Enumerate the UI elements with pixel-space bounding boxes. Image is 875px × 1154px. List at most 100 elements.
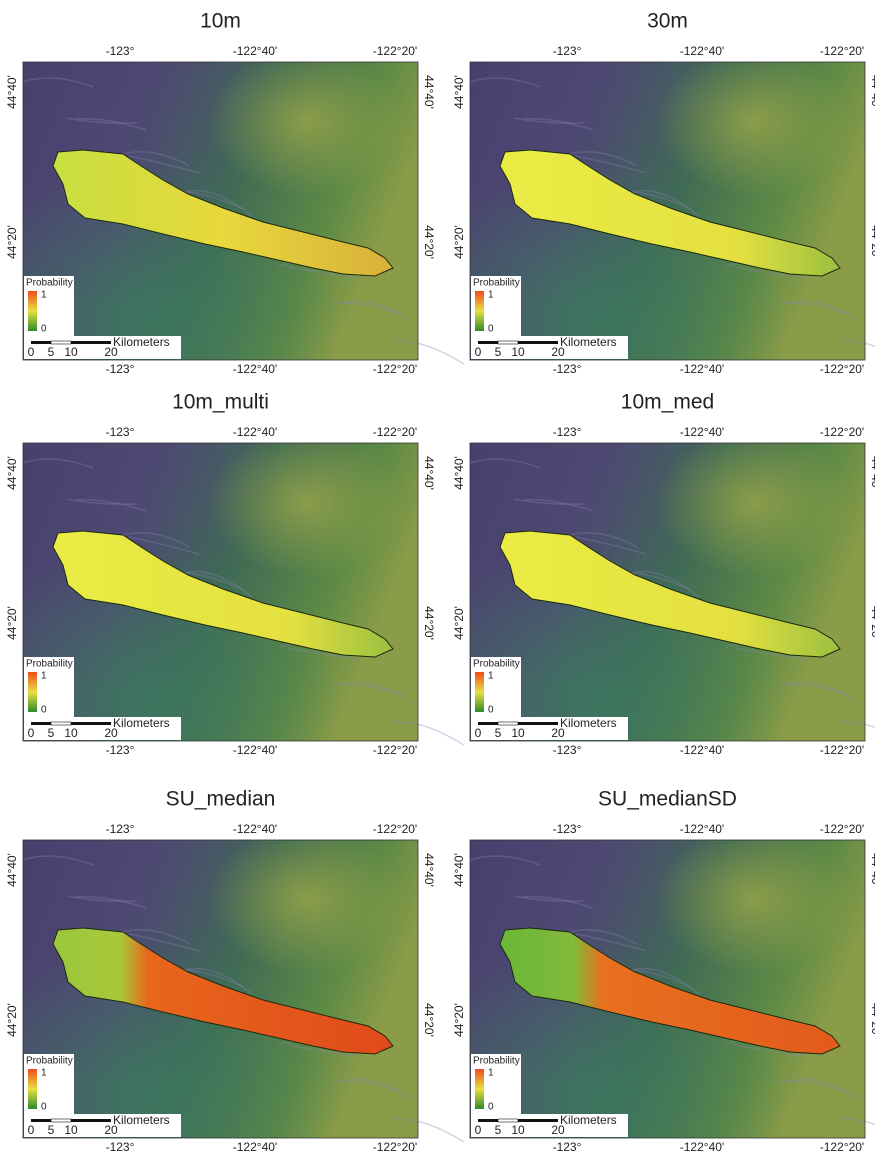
legend-max: 1 [488,1068,494,1079]
lon-label: -122°40' [680,44,724,58]
legend-ramp [475,672,484,712]
scale-tick: 5 [48,1123,55,1137]
lon-label: -122°20' [820,1140,864,1154]
lon-label: -122°40' [233,425,277,439]
scale-tick: 20 [104,726,118,740]
lat-label: 44°20' [5,606,19,640]
scale-tick: 5 [495,345,502,359]
scale-seg [71,722,111,725]
lat-label: 44°40' [5,75,19,109]
legend-max: 1 [41,1068,47,1079]
lon-label: -122°20' [820,425,864,439]
lon-label: -123° [553,425,582,439]
scale-tick: 20 [551,726,565,740]
lon-label: -122°40' [233,44,277,58]
lon-label: -122°20' [373,1140,417,1154]
lat-label: 44°40' [869,456,875,490]
lat-label: 44°20' [869,606,875,640]
scale-tick: 0 [28,1123,35,1137]
scale-tick: 10 [64,726,78,740]
map-panel: SU_median-123°-123°-122°40'-122°40'-122°… [5,788,464,1154]
scale-tick: 5 [48,726,55,740]
lon-label: -122°20' [373,425,417,439]
legend-min: 0 [41,1102,47,1113]
figure: 10m -123° -123° -122°40' -122°40' -122°20' -12… [0,0,875,1154]
lon-label: -122°40' [233,362,277,376]
lat-label: 44°20' [422,1003,436,1037]
scale-tick: 20 [104,1123,118,1137]
lon-label: -122°20' [820,822,864,836]
panel-title: 10m [200,10,241,33]
lon-label: -123° [553,1140,582,1154]
lat-label: 44°20' [869,1003,875,1037]
lon-label: -122°20' [820,362,864,376]
scale-tick: 5 [48,345,55,359]
lat-label: 44°40' [452,853,466,887]
scale-tick: 10 [511,1123,525,1137]
scale-tick: 10 [64,1123,78,1137]
panel-title: 10m_med [621,391,714,414]
map-panel: 10m_med -123° -123° -122°40' -122°40' -122°20… [452,391,875,758]
lon-label: -123° [106,44,135,58]
legend-title: Probability [26,278,73,289]
lon-label: -123° [106,362,135,376]
lat-label: 44°40' [422,75,436,109]
lat-label: 44°40' [5,456,19,490]
legend-title: Probability [473,278,520,289]
lon-label: -123° [106,743,135,757]
scale-seg [51,341,71,344]
lon-label: -123° [553,743,582,757]
scale-seg [71,341,111,344]
scale-tick: 5 [495,1123,502,1137]
scale-seg [31,341,51,344]
lon-label: -122°40' [680,362,724,376]
scale-tick: 0 [28,726,35,740]
lon-label: -122°20' [820,743,864,757]
legend-title: Probability [473,659,520,670]
lon-label: -123° [106,822,135,836]
legend-max: 1 [488,290,494,301]
scale-seg [31,722,51,725]
lon-label: -122°40' [233,743,277,757]
lat-label: 44°40' [452,456,466,490]
map-panel: 10m-123°-123°-122°40'-122°40'-122°20'-12… [5,10,464,377]
lon-label: -122°40' [680,822,724,836]
legend-max: 1 [41,290,47,301]
legend-max: 1 [41,671,47,682]
panel-title: SU_medianSD [598,788,737,811]
lat-label: 44°40' [422,853,436,887]
lon-label: -122°40' [233,1140,277,1154]
lat-label: 44°20' [452,225,466,259]
scale-tick: 10 [511,345,525,359]
lon-label: -122°40' [680,743,724,757]
legend-min: 0 [41,705,47,716]
lat-label: 44°20' [452,1003,466,1037]
lon-label: -122°20' [820,44,864,58]
scale-unit: Kilometers [560,335,617,349]
scale-seg [478,341,498,344]
lon-label: -123° [106,1140,135,1154]
panel-title: SU_median [166,788,276,811]
legend-title: Probability [473,1056,520,1067]
lon-label: -122°40' [680,425,724,439]
scale-unit: Kilometers [560,1113,617,1127]
lon-label: -122°40' [680,1140,724,1154]
legend-title: Probability [26,1056,73,1067]
scale-unit: Kilometers [113,335,170,349]
lon-label: -123° [106,425,135,439]
scale-tick: 10 [64,345,78,359]
lat-label: 44°20' [869,225,875,259]
legend-max: 1 [488,671,494,682]
scale-seg [31,1119,51,1122]
scale-tick: 0 [475,345,482,359]
lat-label: 44°20' [452,606,466,640]
scale-seg [498,722,518,725]
lon-label: -122°20' [373,743,417,757]
legend-ramp [28,1069,37,1109]
scale-tick: 20 [551,345,565,359]
legend-min: 0 [488,705,494,716]
legend-min: 0 [488,324,494,335]
panel-title: 30m [647,10,688,33]
lat-label: 44°20' [422,606,436,640]
lat-label: 44°40' [5,853,19,887]
